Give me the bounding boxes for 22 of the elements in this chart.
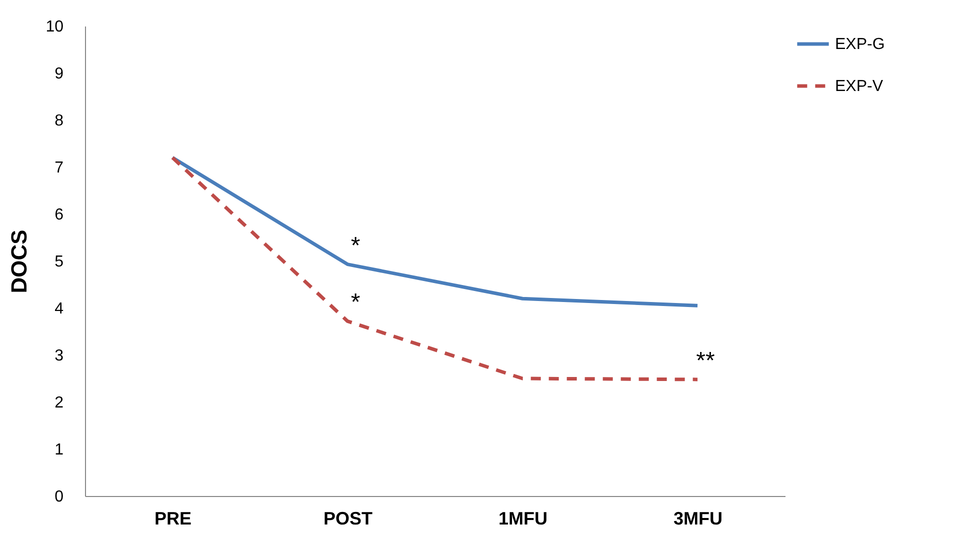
y-tick-label: 3 bbox=[54, 348, 64, 364]
legend-label: EXP-V bbox=[835, 78, 884, 95]
x-tick-label: 1MFU bbox=[498, 508, 548, 528]
y-tick-label: 10 bbox=[46, 18, 64, 36]
line-series bbox=[170, 156, 700, 308]
annotation: * bbox=[350, 232, 360, 260]
legend-label: EXP-G bbox=[835, 36, 885, 53]
x-tick-label: 3MFU bbox=[674, 508, 722, 528]
y-tick-label: 5 bbox=[54, 254, 64, 270]
y-tick-label: 9 bbox=[54, 66, 64, 82]
y-tick-label: 2 bbox=[54, 394, 64, 412]
y-tick-label: 8 bbox=[54, 112, 64, 130]
x-tick-label: POST bbox=[323, 508, 373, 528]
x-tick-label: PRE bbox=[154, 508, 192, 528]
y-tick-label: 1 bbox=[54, 442, 64, 458]
annotation: ** bbox=[696, 347, 715, 374]
annotation: * bbox=[350, 289, 360, 316]
y-tick-label: 6 bbox=[54, 206, 64, 224]
y-axis-title: DOCS bbox=[6, 230, 32, 294]
y-tick-label: 7 bbox=[54, 160, 64, 176]
y-tick-label: 0 bbox=[54, 488, 64, 506]
y-tick-label: 4 bbox=[54, 300, 64, 318]
